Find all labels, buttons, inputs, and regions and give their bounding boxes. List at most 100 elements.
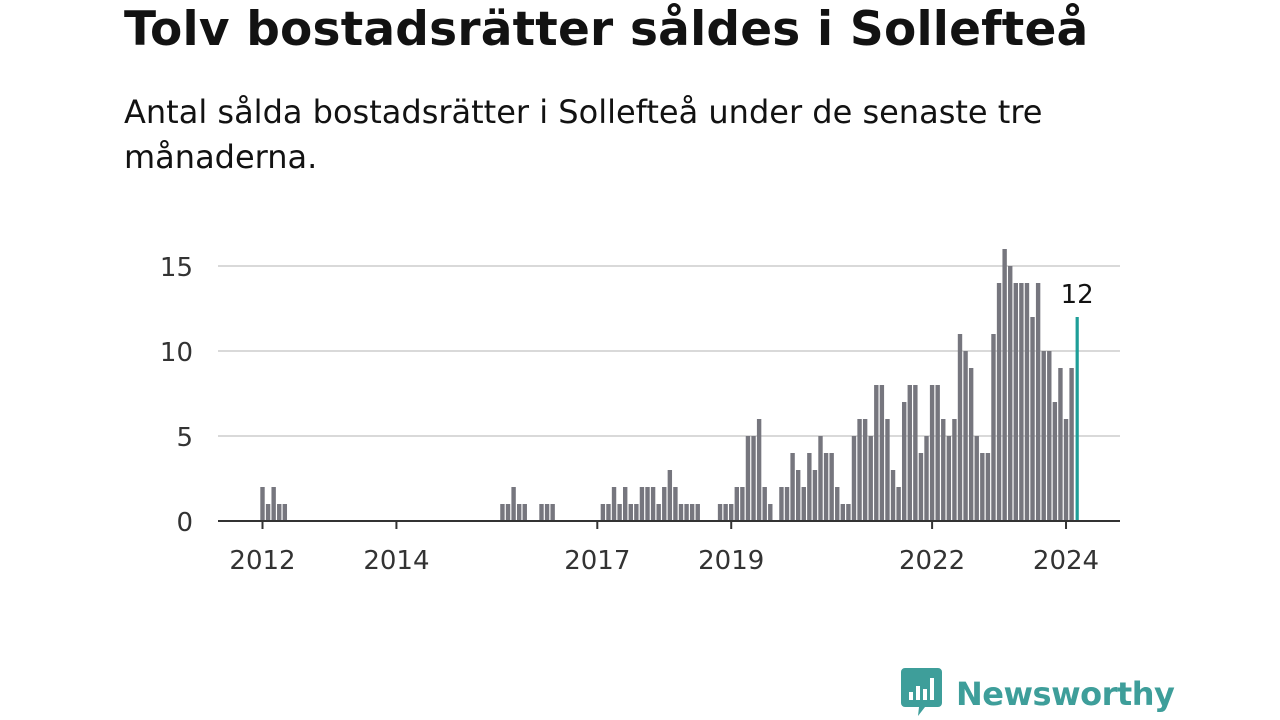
x-tick-label: 2024 <box>1033 546 1099 576</box>
bar <box>623 487 628 521</box>
bar <box>695 504 700 521</box>
x-tick-label: 2012 <box>229 546 295 576</box>
bar <box>918 453 924 521</box>
bar <box>840 504 846 521</box>
bar <box>277 504 282 521</box>
bar <box>790 453 795 521</box>
chart-title: Tolv bostadsrätter såldes i Sollefteå <box>124 2 1089 57</box>
bar <box>974 436 979 521</box>
bar <box>723 504 728 521</box>
bar <box>662 487 667 521</box>
bar <box>952 419 957 521</box>
bar <box>902 402 907 521</box>
x-tick-label: 2017 <box>564 546 630 576</box>
bar <box>260 487 265 521</box>
bar <box>650 487 656 521</box>
bar <box>282 504 288 521</box>
bar <box>874 385 879 521</box>
bar <box>740 487 745 521</box>
bar <box>717 504 723 521</box>
bar <box>500 504 505 521</box>
bar <box>823 453 829 521</box>
bar <box>991 334 996 521</box>
bar <box>896 487 901 521</box>
bar-highlighted <box>1075 317 1079 521</box>
bar <box>1035 283 1041 521</box>
bar <box>980 453 985 521</box>
bar <box>851 436 857 521</box>
bar <box>756 419 762 521</box>
brand-name: Newsworthy <box>956 675 1175 713</box>
bar <box>678 504 684 521</box>
bar <box>516 504 522 521</box>
bar <box>729 504 734 521</box>
bar <box>924 436 929 521</box>
bar <box>857 419 862 521</box>
newsworthy-brand: Newsworthy <box>901 668 1175 720</box>
bar <box>1052 402 1058 521</box>
bar <box>1047 351 1052 521</box>
bar <box>539 504 544 521</box>
bar <box>271 487 276 521</box>
bar <box>745 436 751 521</box>
bar <box>689 504 695 521</box>
bar <box>544 504 550 521</box>
bar <box>611 487 617 521</box>
bar <box>522 504 527 521</box>
bar <box>673 487 678 521</box>
bar <box>734 487 739 521</box>
bar <box>511 487 516 521</box>
bar <box>935 385 940 521</box>
bar <box>963 351 968 521</box>
bar <box>801 487 806 521</box>
bar <box>812 470 818 521</box>
x-tick-label: 2014 <box>363 546 429 576</box>
bar <box>751 436 756 521</box>
bar <box>1041 351 1046 521</box>
bar <box>957 334 963 521</box>
y-tick-label: 15 <box>160 253 193 283</box>
bar <box>879 385 885 521</box>
bar <box>606 504 611 521</box>
bar <box>941 419 946 521</box>
bar <box>846 504 851 521</box>
bar <box>829 453 834 521</box>
bar <box>768 504 773 521</box>
y-tick-label: 5 <box>176 423 193 453</box>
bar <box>862 419 868 521</box>
bar <box>265 504 271 521</box>
bar <box>835 487 840 521</box>
x-tick-label: 2022 <box>899 546 965 576</box>
bar <box>667 470 673 521</box>
bar <box>946 436 952 521</box>
y-tick-label: 10 <box>160 338 193 368</box>
bar <box>885 419 890 521</box>
bar <box>779 487 784 521</box>
bar <box>505 504 511 521</box>
x-tick-label: 2019 <box>698 546 764 576</box>
bar <box>1063 419 1069 521</box>
bar <box>890 470 896 521</box>
bar <box>1002 249 1007 521</box>
bar <box>996 283 1002 521</box>
bar-chart-speech-bubble-icon <box>901 668 942 720</box>
bar <box>807 453 812 521</box>
bar <box>550 504 555 521</box>
bar <box>617 504 622 521</box>
bar <box>645 487 650 521</box>
bar <box>762 487 767 521</box>
bar <box>913 385 918 521</box>
bar <box>1069 368 1074 521</box>
bar <box>968 368 974 521</box>
y-tick-label: 0 <box>176 508 193 538</box>
bar <box>868 436 873 521</box>
chart-subtitle: Antal sålda bostadsrätter i Sollefteå un… <box>124 93 1043 176</box>
bar <box>795 470 801 521</box>
bar <box>1024 283 1030 521</box>
bar <box>628 504 633 521</box>
bar <box>684 504 689 521</box>
bar <box>985 453 991 521</box>
bar <box>907 385 912 521</box>
bar <box>1058 368 1063 521</box>
